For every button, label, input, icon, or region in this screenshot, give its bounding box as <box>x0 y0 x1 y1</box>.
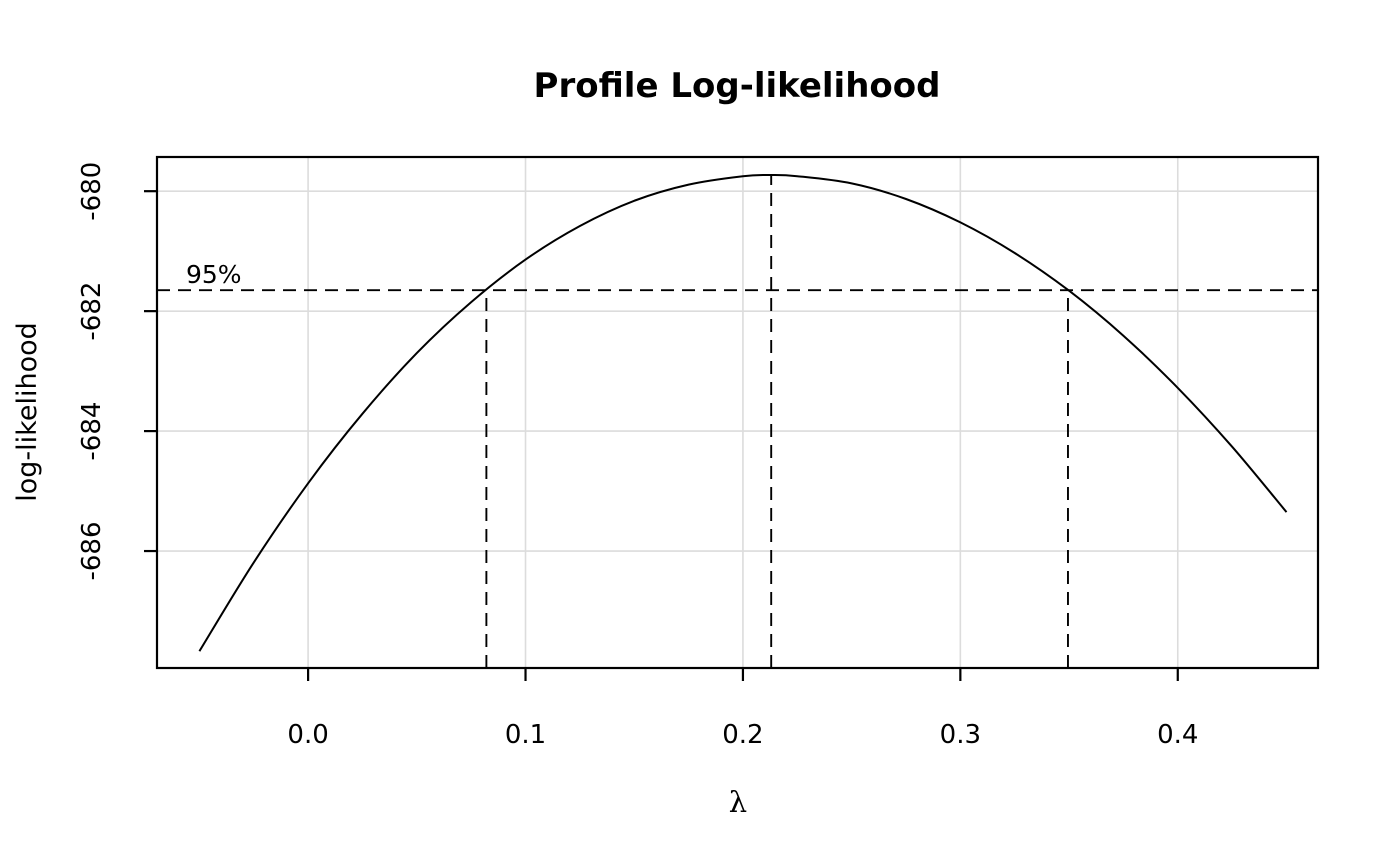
confidence-level-label: 95% <box>186 260 242 289</box>
x-tick-label: 0.2 <box>722 720 763 750</box>
tick-layer: 0.0 0.1 0.2 0.3 0.4 -680 -682 -684 -686 <box>77 162 1198 750</box>
loglikelihood-curve <box>198 173 1288 652</box>
plot-border <box>155 155 1320 670</box>
x-tick-label: 0.0 <box>287 720 328 750</box>
x-tick-label: 0.4 <box>1157 720 1198 750</box>
chart-title: Profile Log-likelihood <box>534 66 941 106</box>
x-tick-label: 0.3 <box>940 720 981 750</box>
dashed-annotation-layer <box>157 174 1318 668</box>
y-tick-label: -686 <box>77 521 107 580</box>
y-tick-label: -684 <box>77 402 107 461</box>
y-tick-label: -680 <box>77 162 107 221</box>
x-axis-label: λ <box>729 785 747 819</box>
plot-frame-layer <box>155 155 1320 670</box>
y-axis-label: log-likelihood <box>12 322 43 501</box>
y-tick-label: -682 <box>77 282 107 341</box>
curve-layer <box>198 173 1288 652</box>
x-tick-label: 0.1 <box>505 720 546 750</box>
gridlines-layer <box>157 157 1318 668</box>
